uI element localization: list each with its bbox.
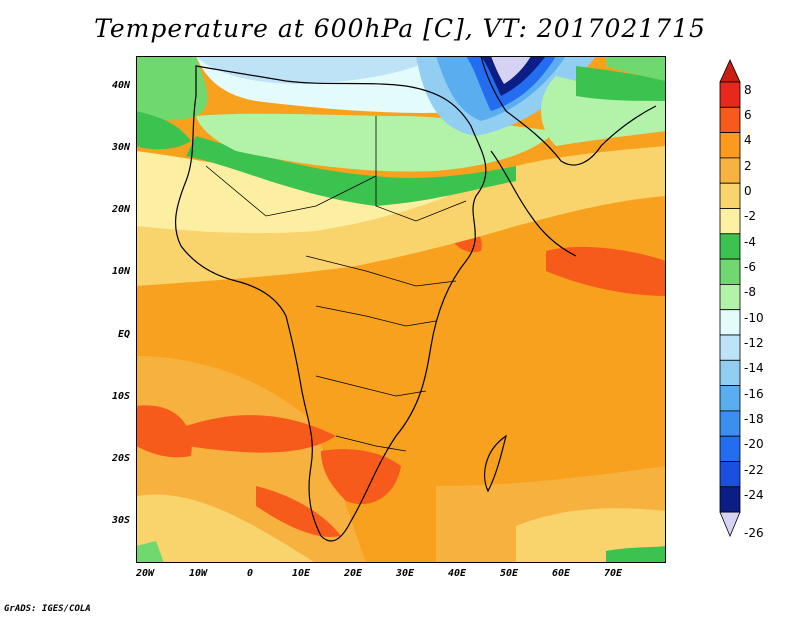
lat-label-20s: 20S — [111, 453, 130, 464]
warm-patch-arabian-sea — [546, 246, 666, 296]
lat-label-eq: EQ — [117, 329, 130, 340]
footer-credit: GrADS: IGES/COLA — [4, 604, 91, 614]
warm-patch-southwest — [256, 486, 341, 537]
india-green — [606, 56, 666, 81]
colorbar-label-neg4: -4 — [744, 235, 756, 249]
colorbar-label-8: 8 — [744, 83, 752, 97]
colorbar-label-4: 4 — [744, 133, 752, 147]
sahara-green-dark — [186, 136, 516, 206]
country-borders — [205, 116, 467, 452]
colorbar-swatch — [719, 157, 741, 184]
colorbar-swatch — [719, 283, 741, 311]
colorbar-label-neg14: -14 — [744, 361, 764, 375]
warm-patch-south-atlantic — [186, 415, 336, 453]
colorbar-label-neg10: -10 — [744, 311, 764, 325]
colorbar-swatch — [719, 258, 741, 285]
coastlines — [175, 56, 657, 542]
caspian-lavender — [491, 56, 531, 84]
temperature-map — [136, 56, 666, 563]
lon-label-40e: 40E — [447, 568, 467, 579]
lon-label-60e: 60E — [551, 568, 571, 579]
colorbar-swatch — [719, 182, 741, 209]
lat-label-40n: 40N — [111, 80, 130, 91]
lon-label-20w: 20W — [135, 568, 155, 579]
colorbar-swatch — [719, 81, 741, 108]
lon-label-20e: 20E — [343, 568, 363, 579]
colorbar-swatch — [719, 309, 741, 336]
colorbar-label-neg20: -20 — [744, 437, 764, 451]
lon-label-0: 0 — [246, 568, 254, 579]
colorbar-top-arrow — [719, 59, 741, 83]
lat-label-30s: 30S — [111, 515, 130, 526]
colorbar-label-neg8: -8 — [744, 285, 756, 299]
colorbar-label-neg26: -26 — [744, 526, 764, 540]
sw-corner-green — [136, 541, 164, 563]
mediterranean-light-blue — [196, 56, 436, 84]
arabia-green-dark — [576, 66, 666, 101]
colorbar-label-neg12: -12 — [744, 336, 764, 350]
colorbar-swatch — [719, 359, 741, 386]
northwest-green — [136, 56, 208, 121]
colorbar-swatch — [719, 208, 741, 235]
colorbar-swatch — [719, 435, 741, 462]
lon-label-10e: 10E — [291, 568, 311, 579]
colorbar-label-neg18: -18 — [744, 412, 764, 426]
colorbar-swatch — [719, 461, 741, 488]
colorbar-label-neg22: -22 — [744, 463, 764, 477]
northwest-green-dark — [136, 111, 191, 150]
colorbar-label-neg16: -16 — [744, 387, 764, 401]
warm-patch-atlantic — [136, 405, 192, 458]
colorbar-swatch — [719, 385, 741, 412]
colorbar-swatch — [719, 106, 741, 133]
lon-label-50e: 50E — [499, 568, 519, 579]
colorbar-bottom-arrow — [719, 511, 741, 538]
colorbar-label-2: 2 — [744, 159, 752, 173]
colorbar-swatch — [719, 486, 741, 513]
lat-label-10s: 10S — [111, 391, 130, 402]
colorbar-label-0: 0 — [744, 184, 752, 198]
map-frame — [136, 56, 666, 563]
colorbar-swatch — [719, 410, 741, 437]
colorbar-swatch — [719, 334, 741, 361]
colorbar-label-neg6: -6 — [744, 260, 756, 274]
lon-label-10w: 10W — [188, 568, 208, 579]
colorbar — [719, 59, 741, 538]
colorbar-swatch — [719, 132, 741, 159]
lat-label-10n: 10N — [111, 266, 130, 277]
far-south-yellow — [136, 494, 316, 563]
colorbar-label-6: 6 — [744, 108, 752, 122]
lon-label-30e: 30E — [395, 568, 415, 579]
colorbar-label-neg24: -24 — [744, 488, 764, 502]
far-south-green — [606, 546, 666, 563]
colorbar-swatch — [719, 233, 741, 260]
colorbar-label-neg2: -2 — [744, 209, 756, 223]
lon-label-70e: 70E — [603, 568, 623, 579]
lat-label-20n: 20N — [111, 204, 130, 215]
chart-title: Temperature at 600hPa [C], VT: 201702171… — [94, 14, 706, 43]
lat-label-30n: 30N — [111, 142, 130, 153]
